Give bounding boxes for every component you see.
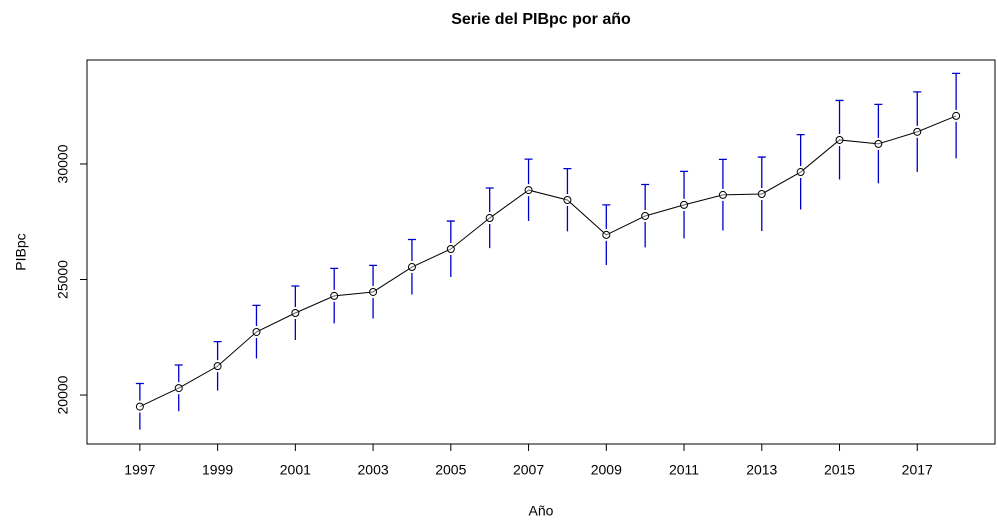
- series-line: [139, 115, 957, 408]
- error-bar: [641, 183, 650, 248]
- error-bar: [952, 72, 961, 159]
- error-bar: [291, 285, 300, 341]
- x-tick-label: 2007: [513, 462, 544, 478]
- point: [563, 196, 572, 205]
- plot-frame: [86, 59, 996, 445]
- y-tick-label: 20000: [55, 375, 71, 414]
- x-tick-label: 2013: [746, 462, 777, 478]
- error-bar: [330, 267, 339, 324]
- error-bar: [602, 204, 611, 265]
- point: [213, 362, 222, 371]
- error-bar: [835, 99, 844, 180]
- error-bar: [913, 91, 922, 172]
- y-tick-label: 30000: [55, 144, 71, 183]
- point: [291, 308, 300, 317]
- point: [485, 214, 494, 223]
- point: [252, 327, 261, 336]
- point: [369, 287, 378, 296]
- y-axis-label: PIBpc: [13, 233, 29, 270]
- error-bar: [446, 220, 455, 277]
- x-tick-label: 2011: [669, 462, 699, 478]
- y-tick-label: 25000: [55, 260, 71, 299]
- point: [446, 244, 455, 253]
- error-bar: [174, 364, 183, 412]
- x-tick-label: 2001: [280, 462, 311, 478]
- x-tick-label: 1999: [202, 462, 233, 478]
- x-axis-label: Año: [529, 503, 554, 519]
- error-bar: [563, 167, 572, 232]
- point: [680, 200, 689, 209]
- point: [602, 230, 611, 239]
- point: [874, 139, 883, 148]
- x-tick-label: 1997: [124, 462, 155, 478]
- error-bar: [369, 264, 378, 319]
- point: [524, 186, 533, 195]
- x-tick-label: 2003: [358, 462, 389, 478]
- point: [757, 190, 766, 199]
- point: [330, 291, 339, 300]
- point: [718, 190, 727, 199]
- error-bar: [718, 158, 727, 231]
- error-bar: [796, 133, 805, 210]
- x-tick-label: 2015: [824, 462, 855, 478]
- point: [641, 211, 650, 220]
- error-bar: [757, 156, 766, 231]
- x-tick-label: 2005: [435, 462, 466, 478]
- point: [174, 384, 183, 393]
- x-tick-label: 2017: [902, 462, 933, 478]
- error-bar: [407, 238, 416, 295]
- chart-title: Serie del PIBpc por año: [451, 11, 631, 28]
- error-bar: [135, 382, 144, 430]
- error-bar: [252, 304, 261, 359]
- point: [835, 135, 844, 144]
- point: [952, 111, 961, 120]
- error-bar: [485, 187, 494, 249]
- error-bar: [213, 340, 222, 391]
- point: [135, 402, 144, 411]
- point: [407, 263, 416, 272]
- error-bar: [874, 103, 883, 184]
- error-bar: [680, 170, 689, 239]
- x-tick-label: 2009: [591, 462, 622, 478]
- point: [913, 127, 922, 136]
- point: [796, 168, 805, 177]
- error-bar: [524, 158, 533, 222]
